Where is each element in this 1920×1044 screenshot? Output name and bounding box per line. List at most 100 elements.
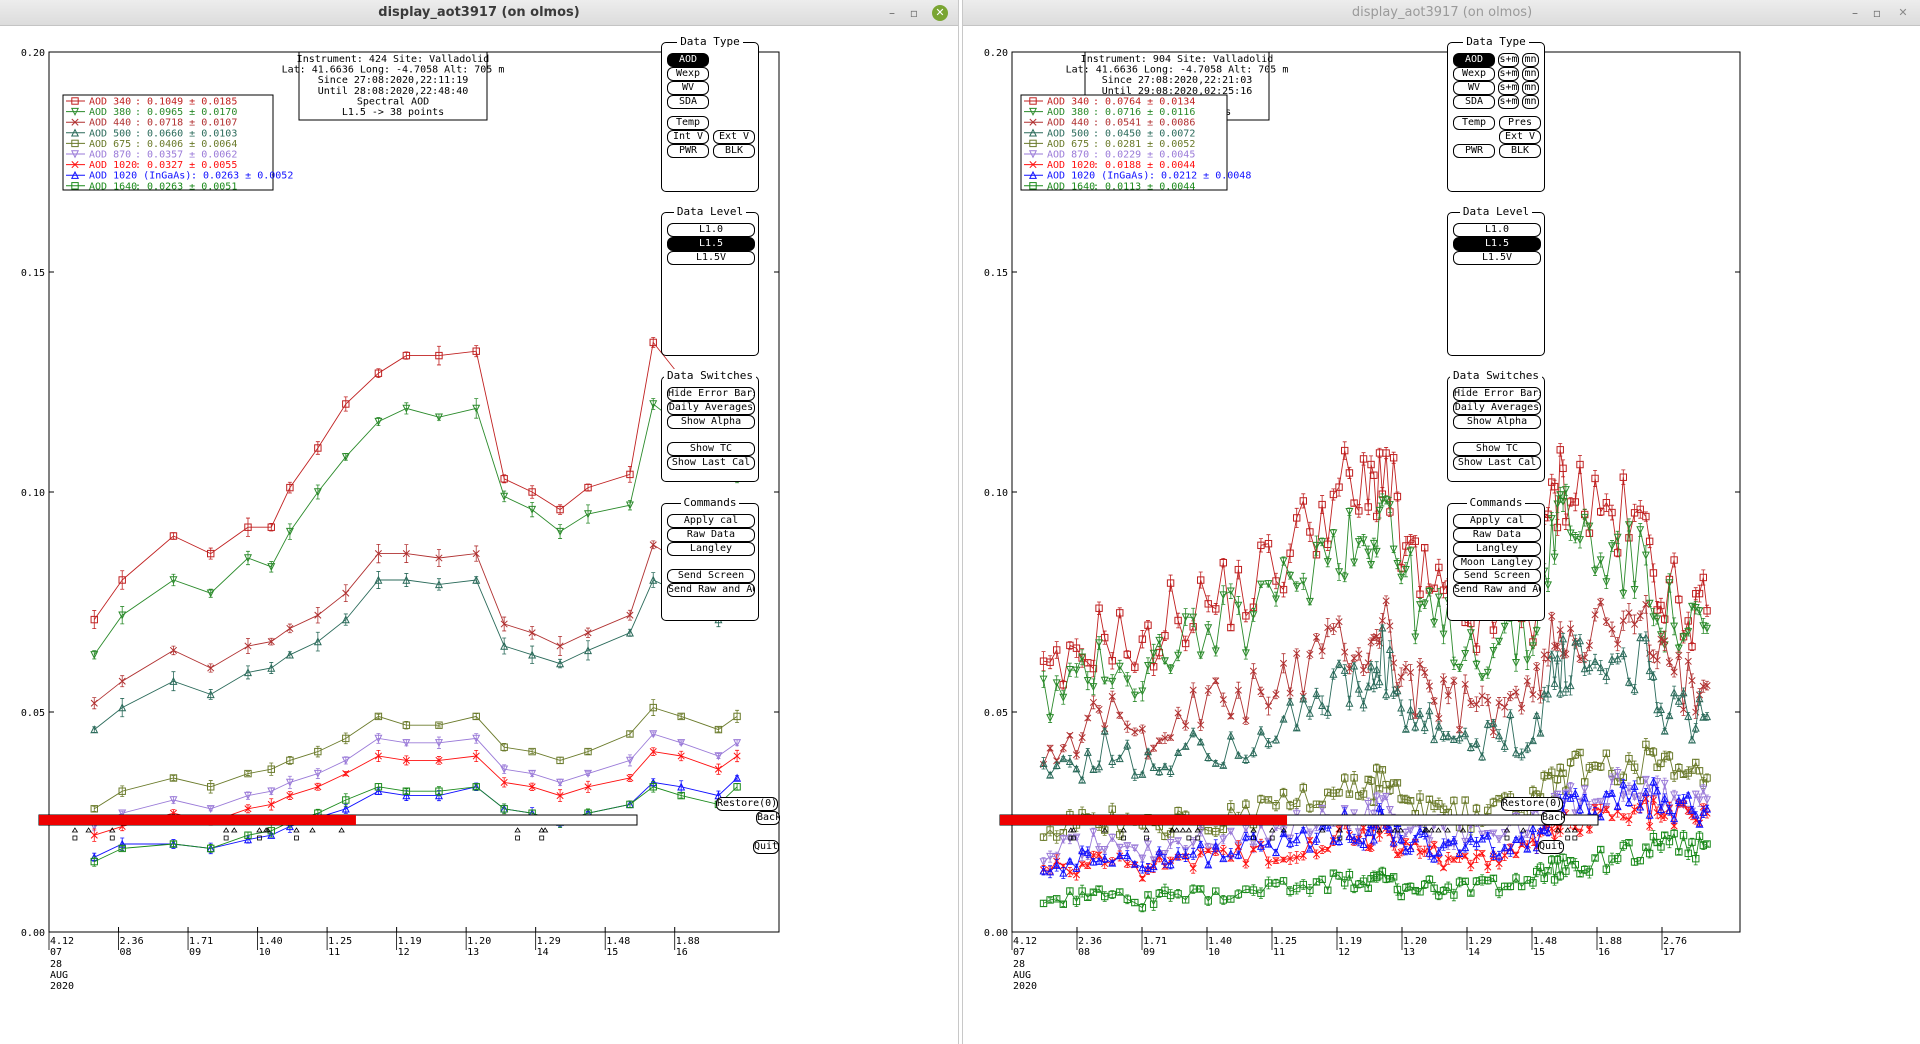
- data-type-btn-wv[interactable]: WV: [667, 81, 709, 95]
- quit-button[interactable]: Quit: [753, 840, 779, 854]
- data-switches-btn-show-tc[interactable]: Show TC: [1453, 442, 1541, 456]
- data-type-btn-s-m[interactable]: s+m: [1498, 67, 1519, 81]
- data-type-btn-ext-v[interactable]: Ext V: [1499, 130, 1541, 144]
- time-marker: [1520, 827, 1527, 833]
- legend-label: AOD 870: [1047, 150, 1089, 161]
- data-type-btn-ext-v[interactable]: Ext V: [713, 130, 755, 144]
- time-marker: [1503, 827, 1511, 833]
- data-point: [1625, 839, 1633, 847]
- quit-button[interactable]: Quit: [1538, 840, 1564, 854]
- aod-plot[interactable]: 0.200.150.100.050.004.12072.36081.71091.…: [0, 26, 958, 1044]
- error-bar: [1054, 641, 1059, 659]
- restore-button[interactable]: Restore(0): [1501, 797, 1563, 811]
- data-point: [1411, 633, 1420, 642]
- minimize-icon[interactable]: –: [889, 6, 895, 20]
- back-button[interactable]: Back: [1541, 811, 1565, 825]
- error-bar: [1604, 493, 1609, 512]
- time-marker: [1269, 835, 1275, 841]
- data-point: [1691, 810, 1700, 819]
- commands-btn-send-raw-and-aod[interactable]: Send Raw and AOD: [667, 583, 755, 597]
- data-point: [1636, 792, 1645, 801]
- data-type-btn-pres[interactable]: Pres: [1499, 116, 1541, 130]
- data-type-btn-sda[interactable]: SDA: [667, 95, 709, 109]
- data-type-btn-aod[interactable]: AOD: [667, 53, 709, 67]
- commands-btn-apply-cal[interactable]: Apply cal: [667, 514, 755, 528]
- data-switches-btn-show-alpha[interactable]: Show Alpha: [1453, 415, 1541, 429]
- data-level-btn-l1-5v[interactable]: L1.5V: [1453, 251, 1541, 265]
- data-type-btn-int-v[interactable]: Int V: [667, 130, 709, 144]
- commands-btn-langley[interactable]: Langley: [667, 542, 755, 556]
- data-type-btn-s-m[interactable]: s+m: [1498, 53, 1519, 67]
- data-switches-btn-show-tc[interactable]: Show TC: [667, 442, 755, 456]
- data-point: [472, 734, 481, 743]
- back-button[interactable]: Back: [756, 811, 780, 825]
- error-bar: [1228, 829, 1233, 834]
- data-switches-btn-daily-averages[interactable]: Daily Averages: [1453, 401, 1541, 415]
- commands-btn-langley[interactable]: Langley: [1453, 542, 1541, 556]
- commands-btn-send-screen[interactable]: Send Screen: [1453, 569, 1541, 583]
- restore-button[interactable]: Restore(0): [716, 797, 778, 811]
- time-marker: [257, 835, 262, 841]
- data-point: [341, 756, 350, 765]
- maximize-icon[interactable]: ▫: [909, 6, 919, 20]
- close-icon[interactable]: ✕: [932, 5, 948, 21]
- data-switches-btn-hide-error-bars[interactable]: Hide Error Bars: [667, 387, 755, 401]
- data-type-btn-aod[interactable]: AOD: [1453, 53, 1495, 67]
- data-point: [1461, 729, 1470, 738]
- minimize-icon[interactable]: –: [1852, 6, 1858, 20]
- x-tick-alpha: 4.12: [1013, 936, 1037, 947]
- data-level-btn-l1-5[interactable]: L1.5: [667, 237, 755, 251]
- data-switches-btn-daily-averages[interactable]: Daily Averages: [667, 401, 755, 415]
- aod-plot[interactable]: 0.200.150.100.050.004.12072.36081.71091.…: [963, 26, 1920, 1044]
- data-level-btn-l1-5v[interactable]: L1.5V: [667, 251, 755, 265]
- data-type-btn-mn[interactable]: mn: [1522, 95, 1539, 109]
- title-bar[interactable]: display_aot3917 (on olmos) – ▫ ✕: [0, 0, 958, 26]
- commands-btn-send-screen[interactable]: Send Screen: [667, 569, 755, 583]
- data-level-btn-l1-0[interactable]: L1.0: [667, 223, 755, 237]
- data-point: [1155, 847, 1164, 856]
- title-bar[interactable]: display_aot3917 (on olmos) – ▫ ✕: [963, 0, 1920, 26]
- data-type-btn-wexp[interactable]: Wexp: [1453, 67, 1495, 81]
- data-type-btn-wexp[interactable]: Wexp: [667, 67, 709, 81]
- commands-btn-moon-langley[interactable]: Moon Langley: [1453, 556, 1541, 570]
- data-point: [1653, 838, 1661, 847]
- data-point: [1108, 756, 1117, 765]
- commands-btn-apply-cal[interactable]: Apply cal: [1453, 514, 1541, 528]
- data-point: [1444, 691, 1452, 700]
- data-type-btn-mn[interactable]: mn: [1522, 53, 1539, 67]
- data-switches-btn-show-alpha[interactable]: Show Alpha: [667, 415, 755, 429]
- data-type-btn-wv[interactable]: WV: [1453, 81, 1495, 95]
- data-type-btn-pwr[interactable]: PWR: [667, 144, 709, 158]
- error-bar: [502, 743, 507, 752]
- close-icon[interactable]: ✕: [1898, 6, 1908, 19]
- data-type-btn-temp[interactable]: Temp: [1453, 116, 1495, 130]
- data-switches-btn-show-last-cal[interactable]: Show Last Cal: [1453, 456, 1541, 470]
- data-level-btn-l1-5[interactable]: L1.5: [1453, 237, 1541, 251]
- data-type-btn-mn[interactable]: mn: [1522, 81, 1539, 95]
- time-marker: [1168, 827, 1176, 833]
- data-type-btn-s-m[interactable]: s+m: [1498, 81, 1519, 95]
- data-switches-btn-show-last-cal[interactable]: Show Last Cal: [667, 456, 755, 470]
- data-type-btn-sda[interactable]: SDA: [1453, 95, 1495, 109]
- time-marker: [1564, 827, 1571, 833]
- commands-btn-send-raw-and-aod[interactable]: Send Raw and AOD: [1453, 583, 1541, 597]
- maximize-icon[interactable]: ▫: [1872, 6, 1882, 20]
- data-point: [1350, 834, 1359, 843]
- data-point: [1066, 868, 1074, 876]
- data-switches-btn-hide-error-bars[interactable]: Hide Error Bars: [1453, 387, 1541, 401]
- error-bar: [1418, 790, 1422, 804]
- data-type-btn-blk[interactable]: BLK: [713, 144, 755, 158]
- data-type-btn-blk[interactable]: BLK: [1499, 144, 1541, 158]
- error-bar: [1074, 638, 1079, 658]
- data-type-btn-s-m[interactable]: s+m: [1498, 95, 1519, 109]
- commands-btn-raw-data[interactable]: Raw Data: [1453, 528, 1541, 542]
- data-type-btn-temp[interactable]: Temp: [667, 116, 709, 130]
- error-bar: [1091, 889, 1096, 895]
- data-type-btn-mn[interactable]: mn: [1522, 67, 1539, 81]
- data-point: [1101, 633, 1109, 642]
- data-point: [1439, 731, 1448, 740]
- commands-btn-raw-data[interactable]: Raw Data: [667, 528, 755, 542]
- data-level-btn-l1-0[interactable]: L1.0: [1453, 223, 1541, 237]
- data-type-btn-pwr[interactable]: PWR: [1453, 144, 1495, 158]
- y-tick-label: 0.00: [21, 928, 45, 939]
